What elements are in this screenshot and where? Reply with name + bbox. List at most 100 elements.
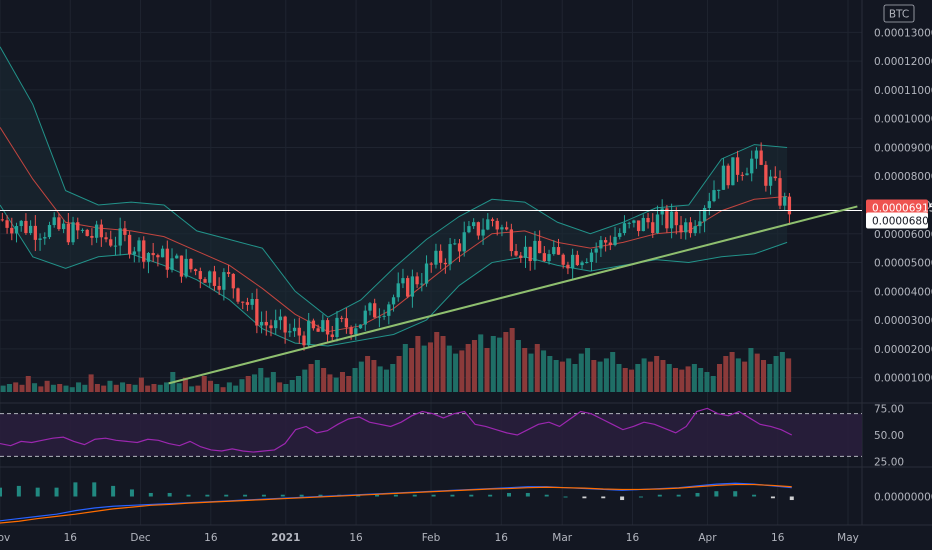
volume-bar	[453, 353, 459, 392]
trendline-stroke[interactable]	[168, 205, 858, 385]
volume-bar	[497, 337, 503, 392]
candle-body	[66, 223, 70, 243]
volume-bar	[352, 368, 358, 392]
volume-bar	[754, 353, 760, 392]
volume-bar	[427, 342, 433, 392]
candle-body	[330, 334, 334, 337]
volume-bar	[559, 361, 565, 392]
macd-histogram-bar	[224, 494, 229, 497]
volume-bar	[214, 384, 220, 392]
volume-bar	[585, 348, 591, 392]
volume-bar	[534, 344, 540, 392]
volume-bar	[308, 364, 314, 392]
macd-histogram-bar	[563, 496, 568, 498]
volume-bar	[622, 368, 628, 392]
candle-body	[646, 217, 650, 223]
candle-body	[99, 224, 103, 238]
candle-body	[448, 244, 452, 265]
volume-bar	[346, 376, 352, 392]
candle-body	[24, 220, 28, 234]
volume-bar	[415, 336, 421, 392]
candle-body	[632, 220, 636, 223]
volume-bar	[522, 348, 528, 392]
candle-body	[740, 174, 744, 176]
volume-bar	[264, 377, 270, 392]
volume-bar	[641, 358, 647, 392]
candle-body	[585, 261, 589, 263]
candle-body	[33, 225, 37, 240]
time-tick-label: 16	[495, 532, 509, 544]
candle-body	[142, 240, 146, 262]
candle-body	[688, 222, 693, 234]
candle-body	[599, 240, 603, 249]
candle-body	[278, 316, 283, 321]
candle-body	[764, 164, 768, 186]
candle-body	[778, 178, 782, 206]
candle-body	[189, 258, 193, 270]
candle-body	[514, 251, 518, 256]
price-tick-label: 0.00005000	[874, 258, 932, 270]
candle-body	[344, 318, 349, 328]
macd-histogram-bar	[0, 487, 2, 497]
time-tick-label: Feb	[422, 532, 441, 544]
candle-body	[283, 316, 287, 333]
candle-body	[76, 222, 80, 231]
volume-bar	[226, 382, 232, 392]
volume-bar	[629, 369, 635, 392]
candle-body	[589, 252, 594, 262]
candle-body	[566, 264, 570, 269]
macd-histogram-bar	[507, 492, 512, 497]
volume-bar	[591, 360, 597, 392]
candle-body	[415, 276, 419, 285]
candle-body	[754, 150, 759, 159]
macd-histogram-bar	[695, 492, 700, 497]
candle-body	[104, 237, 108, 240]
macd-histogram-bar	[657, 494, 662, 497]
volume-bar	[69, 387, 75, 392]
candle-body	[10, 227, 14, 234]
candle-body	[453, 243, 457, 245]
volume-bar	[773, 356, 779, 392]
candle-body	[38, 238, 42, 240]
price-tick-label: 0.00003000	[874, 315, 932, 327]
time-tick-label: 2021	[271, 532, 300, 544]
candle-body	[373, 303, 377, 318]
candle-body	[665, 208, 669, 229]
time-axis[interactable]: Nov 16 Dec 16 2021 16 Feb 16 Mar 16 Apr 16 May	[0, 532, 859, 544]
candle-body	[726, 165, 730, 186]
price-tick-label: 0.00011000	[874, 85, 932, 97]
candle-body	[156, 255, 160, 258]
candle-body	[768, 176, 773, 186]
volume-bar	[409, 348, 415, 392]
candle-body	[542, 253, 546, 262]
candle-body	[773, 176, 777, 179]
volume-bar	[402, 344, 408, 392]
volume-bar	[25, 376, 31, 392]
macd-histogram-bar	[16, 485, 21, 497]
macd-histogram-bar	[35, 487, 40, 497]
candle-body	[5, 220, 9, 228]
volume-bar	[195, 385, 201, 392]
candle-body	[358, 324, 363, 329]
volume-bar	[365, 356, 371, 392]
volume-bar	[716, 364, 723, 392]
candle-body	[19, 220, 23, 227]
price-tick-label: 0.00002000	[874, 344, 932, 356]
volume-bar	[358, 361, 364, 392]
candle-body	[679, 225, 683, 233]
candle-body	[603, 240, 608, 243]
volume-bar	[302, 369, 308, 392]
volume-bar	[786, 358, 792, 392]
candle-body	[429, 263, 433, 265]
last-price-text: 0.00006915	[872, 202, 932, 214]
candle-body	[0, 219, 5, 221]
candle-body	[52, 217, 56, 226]
candle-body	[245, 302, 250, 305]
trendline[interactable]	[168, 205, 858, 385]
candle-body	[594, 248, 598, 253]
candle-body	[349, 327, 353, 335]
volume-bar	[145, 385, 151, 392]
price-axis[interactable]: 0.00013000 0.00012000 0.00011000 0.00010000…	[866, 27, 932, 504]
candle-body	[259, 321, 264, 326]
